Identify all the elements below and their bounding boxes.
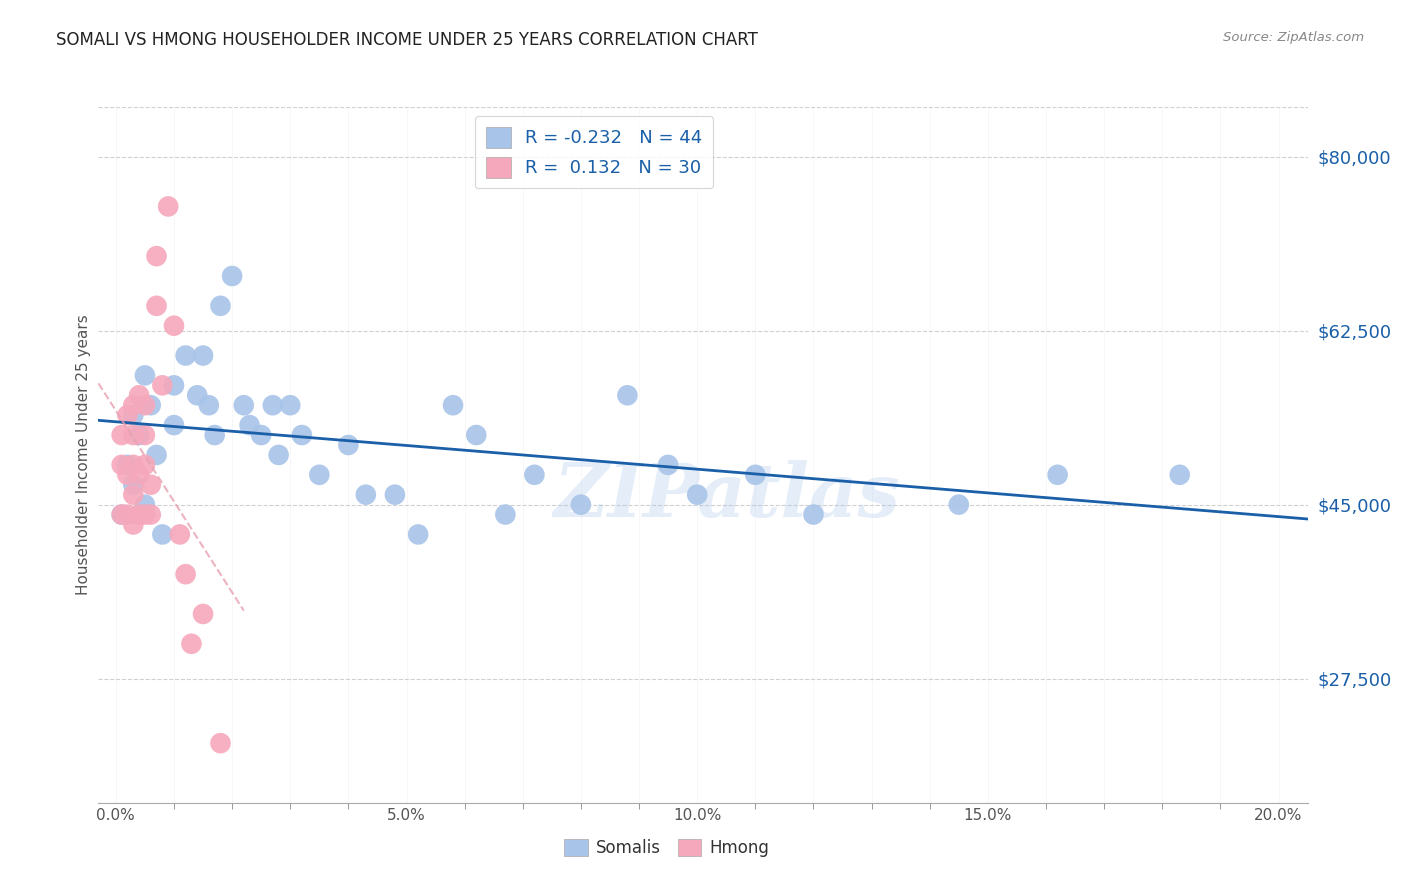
Point (145, 249, 167, 263)
Point (117, 408, 139, 422)
Point (1168, 467, 1191, 482)
Point (145, 299, 167, 313)
Text: SOMALI VS HMONG HOUSEHOLDER INCOME UNDER 25 YEARS CORRELATION CHART: SOMALI VS HMONG HOUSEHOLDER INCOME UNDER… (56, 31, 758, 49)
Point (494, 508, 516, 522)
Point (198, 398, 221, 412)
Point (128, 428, 150, 442)
Point (122, 408, 145, 422)
Point (169, 527, 191, 541)
Point (122, 477, 145, 491)
Point (180, 637, 202, 651)
Point (111, 508, 134, 522)
Point (1046, 467, 1069, 482)
Point (337, 438, 360, 452)
Point (128, 467, 150, 482)
Point (186, 388, 208, 402)
Point (657, 458, 679, 472)
Point (221, 268, 243, 283)
Point (163, 378, 186, 392)
Point (569, 498, 592, 512)
Point (686, 488, 709, 502)
Point (163, 418, 186, 433)
Point (117, 467, 139, 482)
Point (384, 488, 406, 502)
Point (122, 488, 145, 502)
Point (157, 199, 180, 213)
Point (111, 428, 134, 442)
Point (354, 488, 377, 502)
Point (139, 508, 162, 522)
Point (117, 458, 139, 472)
Point (134, 428, 156, 442)
Point (232, 398, 254, 412)
Text: Source: ZipAtlas.com: Source: ZipAtlas.com (1223, 31, 1364, 45)
Point (523, 467, 546, 482)
Point (465, 428, 488, 442)
Point (134, 458, 156, 472)
Point (209, 299, 232, 313)
Point (209, 736, 232, 750)
Point (150, 527, 173, 541)
Point (239, 418, 262, 433)
Point (139, 477, 162, 491)
Point (250, 428, 273, 442)
Point (191, 607, 214, 621)
Point (262, 398, 284, 412)
Point (948, 498, 970, 512)
Text: ZIPatlas: ZIPatlas (554, 460, 901, 533)
Point (278, 398, 301, 412)
Point (406, 527, 429, 541)
Point (174, 567, 197, 582)
Point (441, 398, 464, 412)
Point (122, 517, 145, 532)
Point (122, 458, 145, 472)
Point (128, 388, 150, 402)
Point (111, 458, 134, 472)
Point (150, 378, 173, 392)
Point (111, 508, 134, 522)
Point (191, 349, 214, 363)
Legend: Somalis, Hmong: Somalis, Hmong (558, 832, 776, 864)
Point (117, 508, 139, 522)
Point (803, 508, 825, 522)
Y-axis label: Householder Income Under 25 years: Householder Income Under 25 years (76, 315, 91, 595)
Point (145, 448, 167, 462)
Point (204, 428, 226, 442)
Point (291, 428, 314, 442)
Point (134, 398, 156, 412)
Point (134, 508, 156, 522)
Point (134, 498, 156, 512)
Point (174, 349, 197, 363)
Point (122, 428, 145, 442)
Point (139, 398, 162, 412)
Point (128, 508, 150, 522)
Point (616, 388, 638, 402)
Point (163, 318, 186, 333)
Point (122, 398, 145, 412)
Point (308, 467, 330, 482)
Point (267, 448, 290, 462)
Point (134, 368, 156, 383)
Point (744, 467, 766, 482)
